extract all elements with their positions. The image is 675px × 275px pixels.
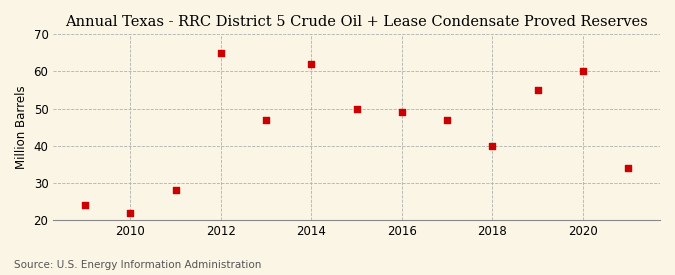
Point — [80, 203, 90, 207]
Point — [261, 118, 271, 122]
Point — [215, 51, 226, 55]
Text: Source: U.S. Energy Information Administration: Source: U.S. Energy Information Administ… — [14, 260, 261, 270]
Point — [306, 62, 317, 66]
Point — [533, 88, 543, 92]
Point — [623, 166, 634, 170]
Point — [170, 188, 181, 192]
Point — [125, 210, 136, 215]
Point — [442, 118, 453, 122]
Y-axis label: Million Barrels: Million Barrels — [15, 86, 28, 169]
Title: Annual Texas - RRC District 5 Crude Oil + Lease Condensate Proved Reserves: Annual Texas - RRC District 5 Crude Oil … — [65, 15, 648, 29]
Point — [487, 144, 498, 148]
Point — [578, 69, 589, 74]
Point — [396, 110, 407, 115]
Point — [351, 106, 362, 111]
